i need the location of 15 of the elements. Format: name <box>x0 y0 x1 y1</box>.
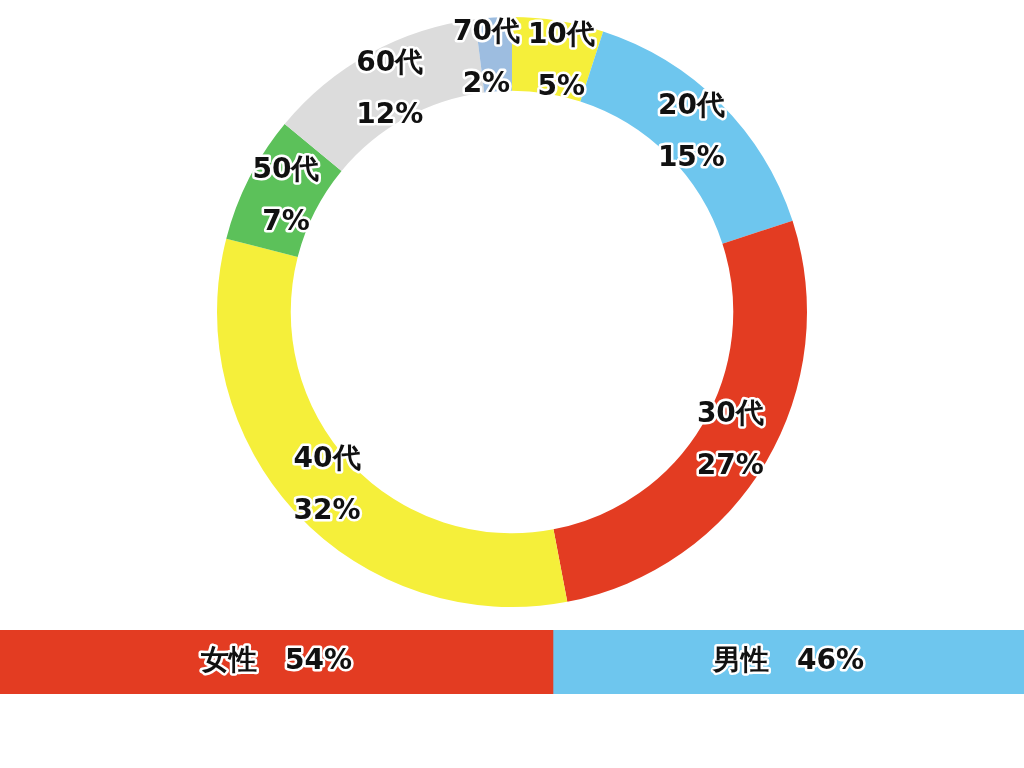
slice-label: 60代 <box>356 44 424 78</box>
data-label: 5% <box>537 68 586 102</box>
data-label: 32% <box>293 492 361 526</box>
data-label: 2% <box>462 66 511 100</box>
slice-label: 50代 <box>252 152 320 186</box>
data-label: 12% <box>356 96 424 130</box>
data-label: 27% <box>696 448 764 482</box>
series-label: 女性 <box>199 643 257 677</box>
slice-label: 20代 <box>657 87 725 121</box>
data-label: 7% <box>262 204 310 238</box>
series-label: 男性 <box>711 643 769 677</box>
data-label: 54% <box>284 643 352 677</box>
data-label: 46% <box>796 643 864 677</box>
slice-label: 10代 <box>527 16 595 50</box>
slice-label: 40代 <box>293 440 361 474</box>
